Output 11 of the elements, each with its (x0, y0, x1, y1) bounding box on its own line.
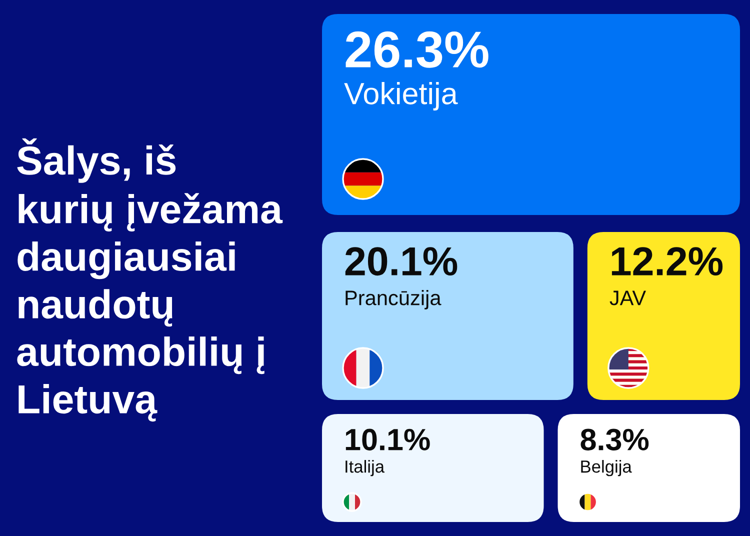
category-label: JAV (610, 290, 646, 306)
data-label: 10.1% (346, 428, 430, 450)
data-label: 26.3% (346, 31, 488, 68)
data-label: 8.3% (580, 428, 649, 450)
data-label: 12.2% (612, 247, 723, 276)
text: Šalys, iš kurių įvežama daugiausiai naudotų automobilių į Lietuvą (17, 138, 283, 422)
category-label: Prancūzija (346, 290, 442, 310)
category-label: Belgija (581, 460, 632, 476)
category-label: Vokietija (344, 82, 458, 110)
data-label: 20.1% (345, 247, 458, 276)
category-label: Italija (346, 460, 385, 476)
